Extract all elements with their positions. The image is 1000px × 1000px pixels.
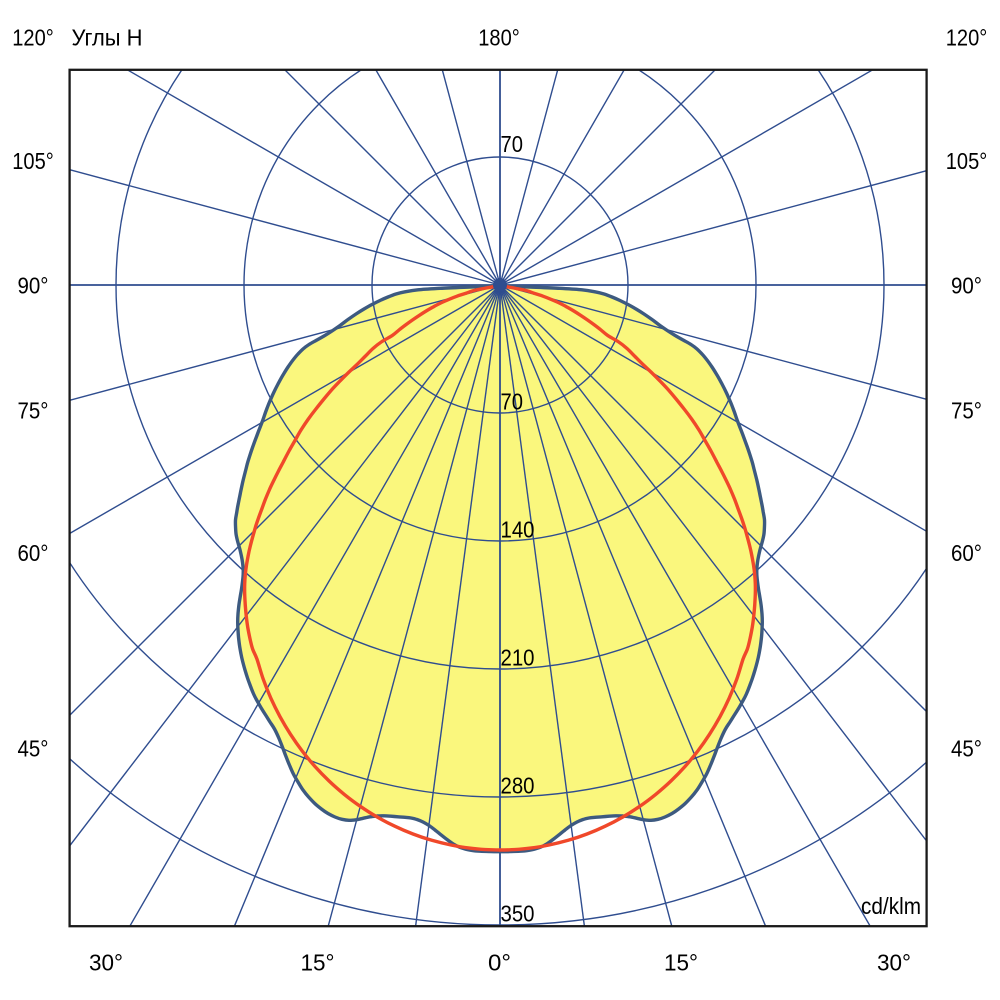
svg-text:140: 140 bbox=[501, 517, 535, 543]
svg-text:280: 280 bbox=[501, 773, 535, 799]
svg-text:45°: 45° bbox=[18, 735, 49, 761]
svg-text:105°: 105° bbox=[12, 148, 54, 174]
svg-text:210: 210 bbox=[501, 645, 535, 671]
svg-text:90°: 90° bbox=[18, 272, 49, 298]
svg-text:180°: 180° bbox=[478, 24, 520, 50]
svg-text:0°: 0° bbox=[488, 949, 511, 975]
svg-text:cd/klm: cd/klm bbox=[861, 893, 921, 919]
svg-text:45°: 45° bbox=[951, 735, 982, 761]
svg-text:70: 70 bbox=[501, 131, 524, 157]
svg-text:75°: 75° bbox=[18, 397, 49, 423]
svg-text:350: 350 bbox=[501, 901, 535, 927]
svg-text:105°: 105° bbox=[946, 148, 988, 174]
svg-text:60°: 60° bbox=[18, 540, 49, 566]
svg-text:15°: 15° bbox=[664, 949, 698, 975]
svg-text:75°: 75° bbox=[951, 397, 982, 423]
svg-text:90°: 90° bbox=[951, 272, 982, 298]
svg-text:15°: 15° bbox=[301, 949, 335, 975]
svg-text:Углы H: Углы H bbox=[72, 24, 143, 50]
svg-text:60°: 60° bbox=[951, 540, 982, 566]
svg-text:70: 70 bbox=[501, 389, 524, 415]
svg-text:120°: 120° bbox=[946, 24, 988, 50]
svg-text:30°: 30° bbox=[89, 949, 123, 975]
svg-text:30°: 30° bbox=[877, 949, 911, 975]
svg-text:120°: 120° bbox=[12, 24, 54, 50]
